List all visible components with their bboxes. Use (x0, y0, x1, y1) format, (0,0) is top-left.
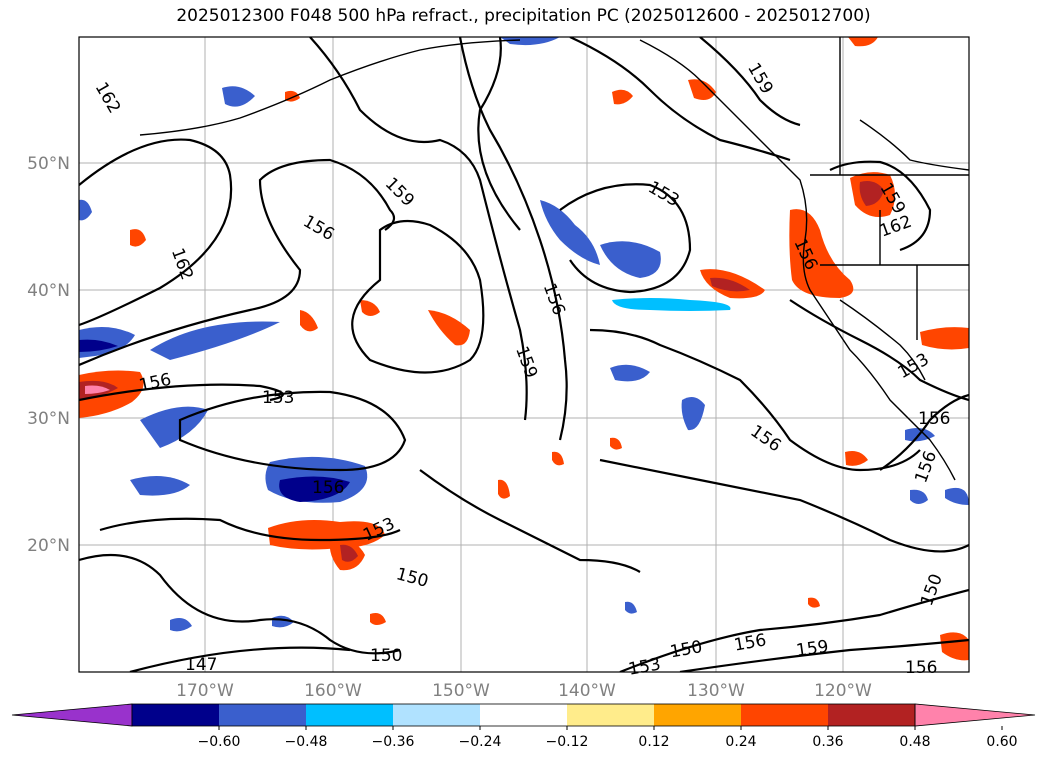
colorbar (11, 703, 1036, 727)
contour-lines (79, 37, 969, 672)
colorbar-segment (828, 704, 916, 726)
contour-label: 156 (918, 409, 950, 429)
colorbar-tick-label: 0.36 (812, 734, 843, 750)
colorbar-segment (219, 704, 307, 726)
lon-label-170w: 170°W (176, 681, 234, 701)
colorbar-segment (306, 704, 394, 726)
contour-label: 153 (262, 388, 294, 408)
contour-label: 147 (185, 655, 217, 675)
colorbar-frame (131, 703, 916, 727)
precip-negative-areas (79, 37, 969, 632)
map-title: 2025012300 F048 500 hPa refract., precip… (176, 6, 871, 26)
colorbar-segment (567, 704, 655, 726)
colorbar-segment (480, 704, 568, 726)
colorbar-tick-label: −0.60 (198, 734, 241, 750)
colorbar-tick-label: 0.60 (986, 734, 1017, 750)
colorbar-tick-label: −0.36 (372, 734, 415, 750)
colorbar-segment (741, 704, 829, 726)
gridlines (79, 37, 969, 672)
lon-label-130w: 130°W (687, 681, 745, 701)
lon-label-120w: 120°W (814, 681, 872, 701)
lat-label-50n: 50°N (27, 154, 70, 174)
colorbar-tick-label: 0.24 (725, 734, 756, 750)
lon-label-160w: 160°W (304, 681, 362, 701)
colorbar-segment (654, 704, 742, 726)
colorbar-segment (393, 704, 481, 726)
colorbar-ticks: −0.60 −0.48 −0.36 −0.24 −0.12 0.12 0.24 0.36 0.4… (198, 726, 1018, 750)
latitude-labels: 20°N 30°N 40°N 50°N (27, 154, 70, 556)
colorbar-segment (132, 704, 220, 726)
contour-label: 153 (627, 654, 662, 679)
contour-label: 150 (370, 646, 402, 666)
colorbar-extend-low (11, 703, 133, 727)
colorbar-extend-high (914, 703, 1036, 727)
lat-label-20n: 20°N (27, 536, 70, 556)
colorbar-tick-label: 0.12 (638, 734, 669, 750)
colorbar-tick-label: −0.48 (285, 734, 328, 750)
lon-label-140w: 140°W (558, 681, 616, 701)
lat-label-40n: 40°N (27, 281, 70, 301)
lon-label-150w: 150°W (432, 681, 490, 701)
plot-frame (78, 36, 970, 673)
contour-label: 156 (312, 478, 344, 498)
colorbar-tick-label: −0.12 (546, 734, 589, 750)
longitude-labels: 170°W 160°W 150°W 140°W 130°W 120°W (176, 681, 872, 701)
lat-label-30n: 30°N (27, 409, 70, 429)
coastlines (139, 37, 969, 481)
contour-label: 156 (905, 658, 937, 678)
contour-label: 159 (795, 637, 830, 661)
colorbar-tick-label: −0.24 (459, 734, 502, 750)
colorbar-tick-label: 0.48 (899, 734, 930, 750)
